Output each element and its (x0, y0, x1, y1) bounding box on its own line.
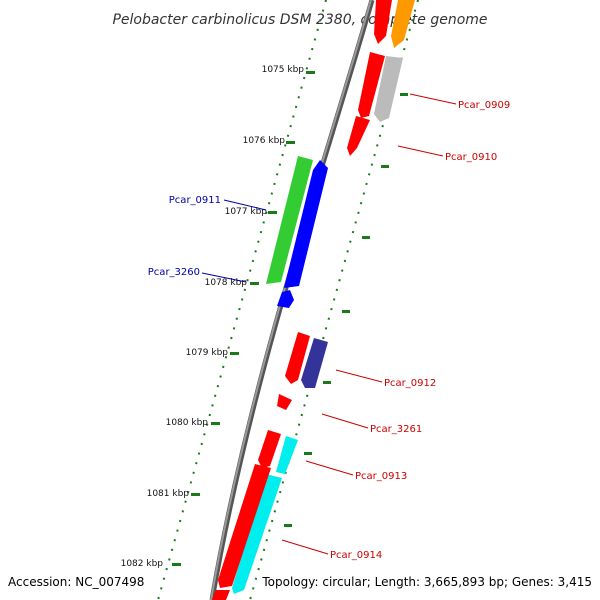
genome-summary-text: Topology: circular; Length: 3,665,893 bp… (261, 575, 592, 589)
gene-label-pcar-0913[interactable]: Pcar_0913 (355, 471, 407, 482)
gene-red-pcar-0912[interactable] (285, 332, 310, 384)
tick-marks (172, 71, 408, 566)
tick-label-1077: 1077 kbp (225, 207, 268, 217)
gene-label-pcar-3261[interactable]: Pcar_3261 (370, 424, 422, 435)
tick-label-1081: 1081 kbp (147, 489, 190, 499)
gene-red-pcar-0909[interactable] (358, 52, 385, 118)
gene-blue-pcar-3260[interactable] (277, 290, 294, 308)
tick-label-1080: 1080 kbp (166, 418, 209, 428)
gene-red-pcar-0910[interactable] (347, 116, 370, 156)
gene-red-pcar-0913[interactable] (258, 430, 281, 468)
outer-dotted-ring (249, 0, 419, 600)
gene-gray-pcar-0909[interactable] (374, 56, 403, 122)
gene-red-bottom[interactable] (212, 590, 230, 600)
leader-lines (201, 93, 457, 555)
gene-label-pcar-0910[interactable]: Pcar_0910 (445, 152, 497, 163)
map-title: Pelobacter carbinolicus DSM 2380, comple… (112, 12, 487, 28)
gene-navy-pcar-0912[interactable] (301, 338, 328, 388)
tick-label-1078: 1078 kbp (205, 278, 248, 288)
gene-cyan-pcar-0914[interactable] (232, 474, 282, 594)
accession-text: Accession: NC_007498 (8, 575, 144, 589)
gene-cyan-pcar-0913[interactable] (276, 436, 298, 474)
gene-blue-pcar-0911[interactable] (284, 160, 328, 288)
gene-red-top[interactable] (374, 0, 392, 44)
gene-label-pcar-0914[interactable]: Pcar_0914 (330, 550, 382, 561)
gene-label-pcar-3260[interactable]: Pcar_3260 (148, 267, 200, 278)
gene-label-pcar-0912[interactable]: Pcar_0912 (384, 378, 436, 389)
gene-red-pcar-0914[interactable] (218, 464, 271, 588)
gene-label-pcar-0909[interactable]: Pcar_0909 (458, 100, 510, 111)
gene-orange-top[interactable] (391, 0, 415, 48)
gene-label-pcar-0911[interactable]: Pcar_0911 (169, 195, 221, 206)
tick-label-1076: 1076 kbp (243, 136, 286, 146)
inner-dotted-ring (157, 0, 327, 600)
gene-red-pcar-3261[interactable] (277, 394, 292, 410)
gene-green-pcar-0911[interactable] (266, 156, 313, 284)
tick-label-1079: 1079 kbp (186, 348, 229, 358)
tick-label-1082: 1082 kbp (121, 559, 164, 569)
tick-label-1075: 1075 kbp (262, 65, 305, 75)
